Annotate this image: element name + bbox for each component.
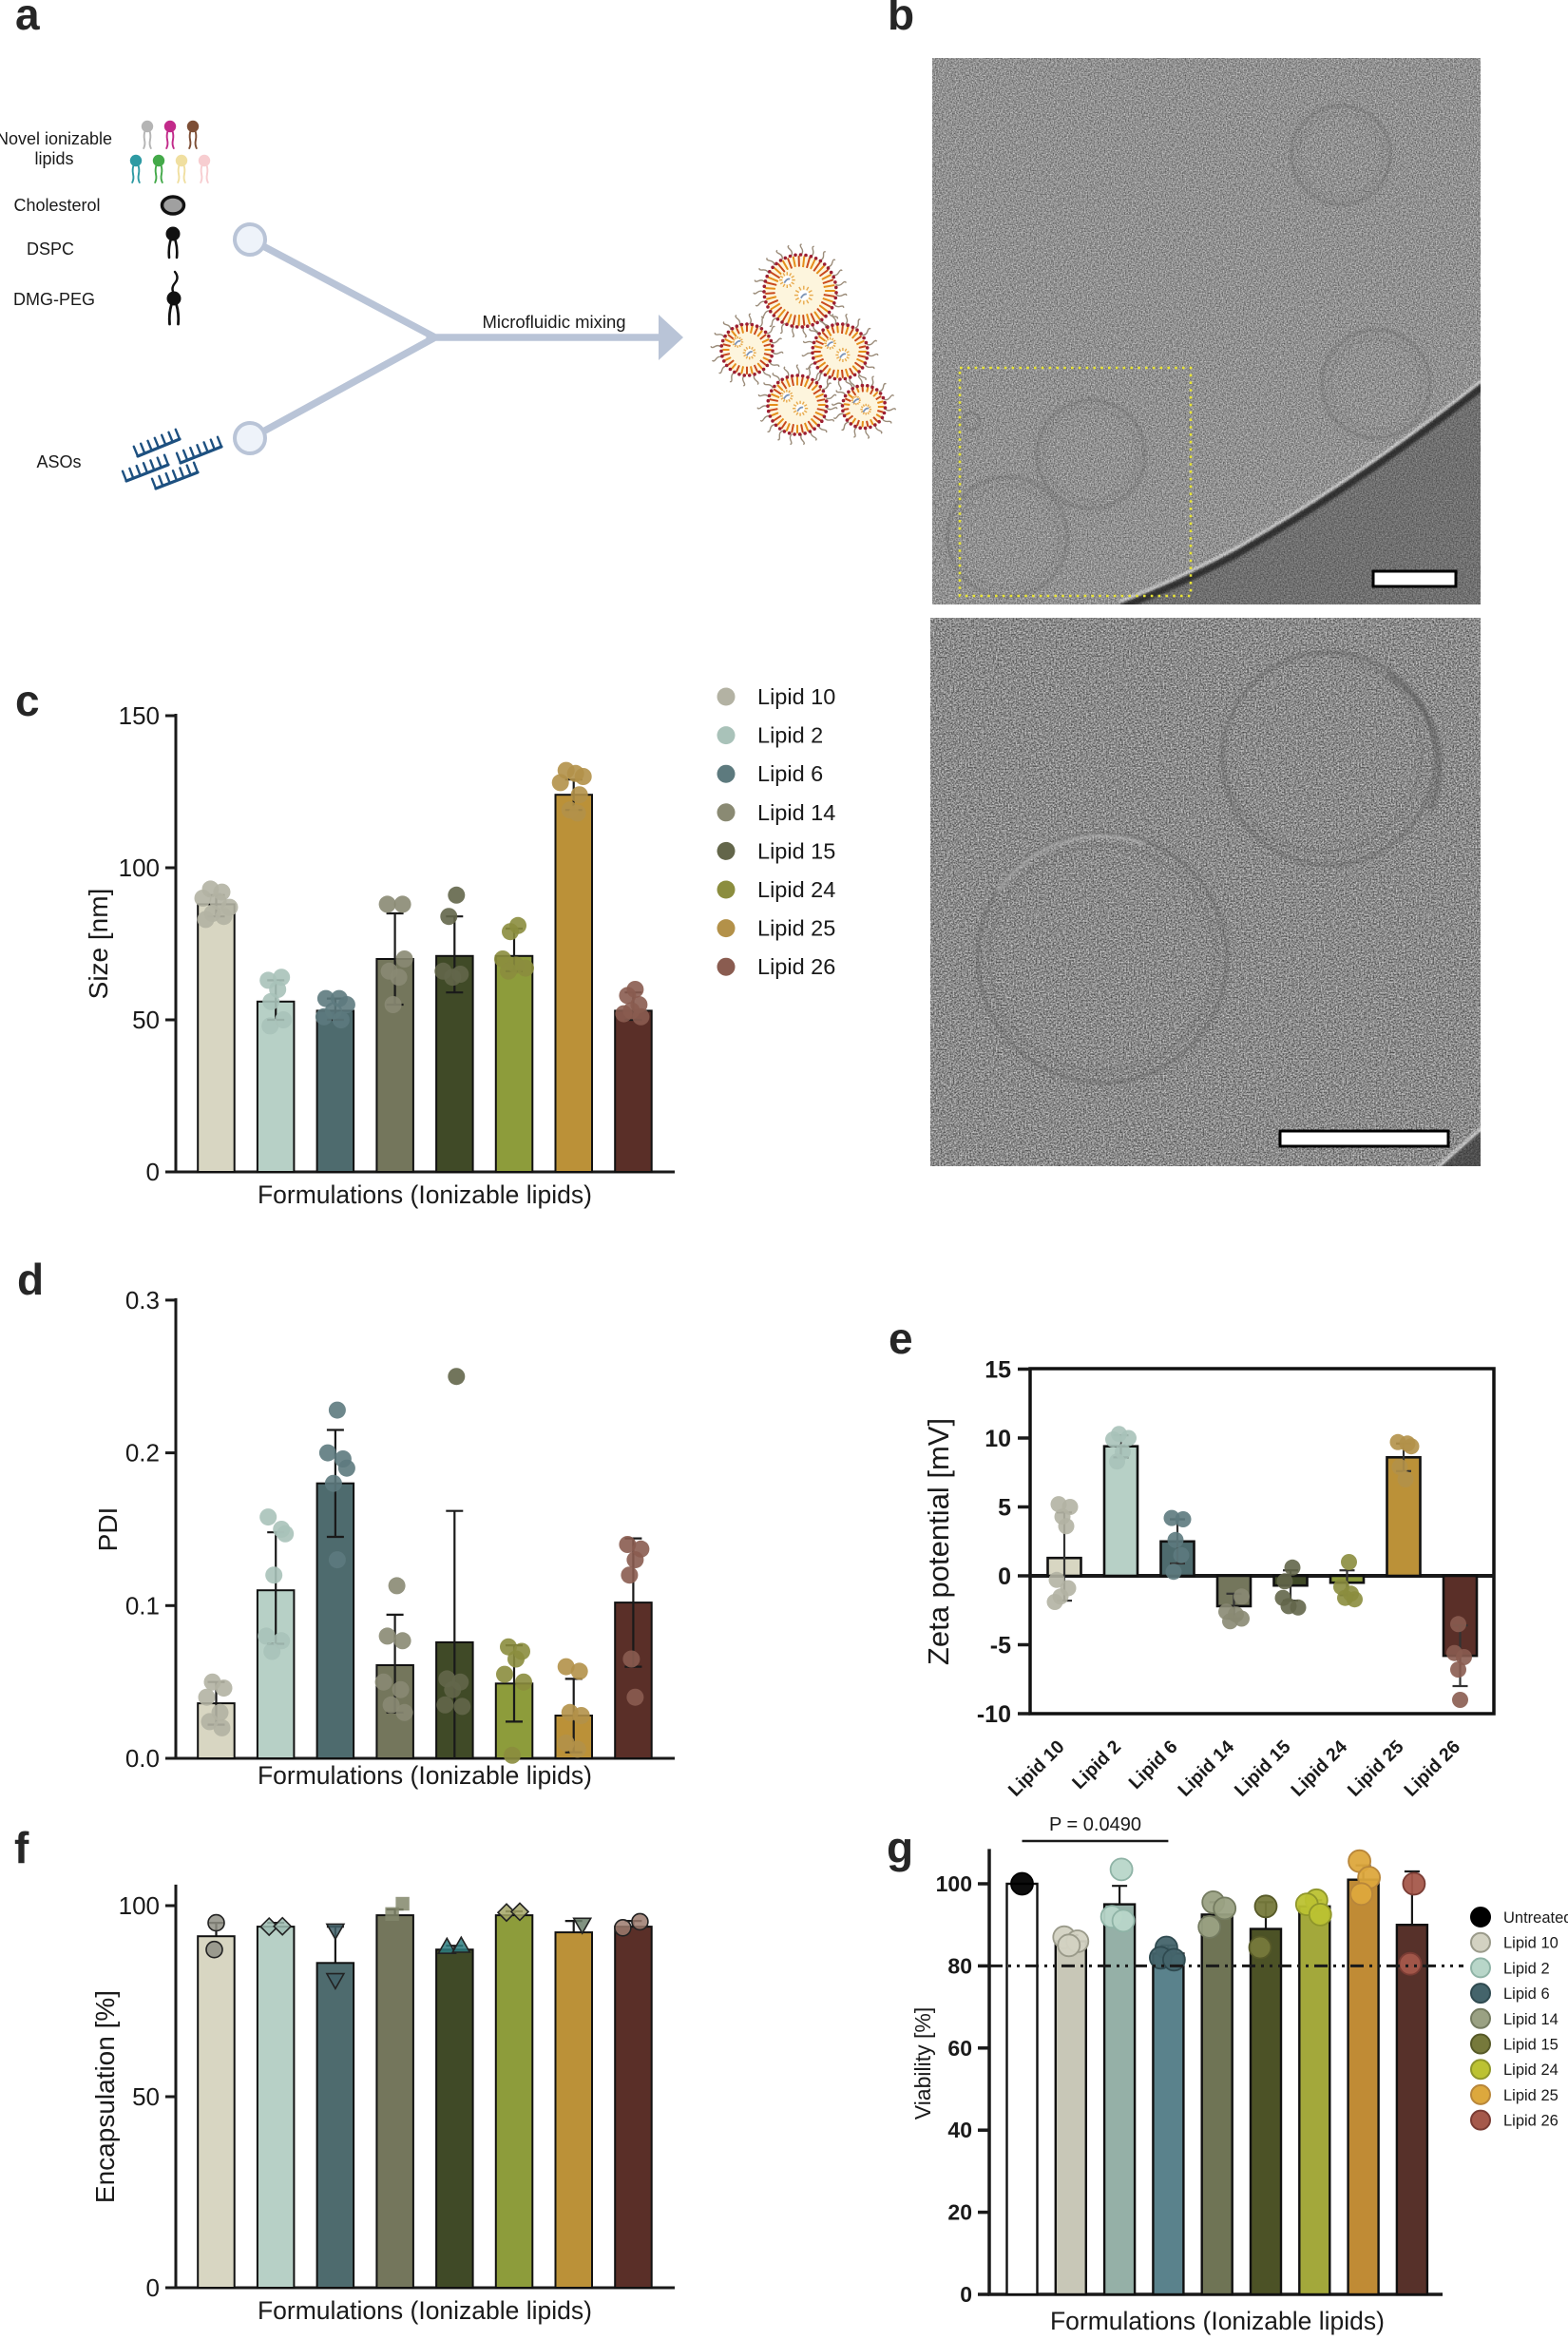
svg-text:PDI: PDI [93,1507,123,1552]
svg-text:Novel ionizable: Novel ionizable [0,129,112,148]
svg-text:b: b [888,0,914,39]
svg-text:0.3: 0.3 [125,1286,160,1314]
svg-text:80: 80 [947,1953,972,1978]
svg-text:Zeta potential [mV]: Zeta potential [mV] [922,1418,955,1665]
svg-text:100: 100 [119,1891,160,1920]
svg-text:5: 5 [998,1495,1011,1522]
svg-text:15: 15 [985,1357,1011,1384]
svg-text:Lipid 25: Lipid 25 [757,916,835,941]
svg-text:Formulations (Ionizable lipids: Formulations (Ionizable lipids) [258,1180,592,1209]
svg-text:Viability [%]: Viability [%] [910,2007,935,2119]
svg-text:Lipid 2: Lipid 2 [757,723,823,748]
svg-text:0.2: 0.2 [125,1439,160,1467]
svg-text:50: 50 [132,2082,160,2111]
svg-text:c: c [15,676,40,725]
svg-text:0.0: 0.0 [125,1744,160,1773]
svg-text:0: 0 [960,2282,972,2307]
svg-text:0: 0 [146,1158,160,1186]
svg-text:Lipid 26: Lipid 26 [1503,2113,1558,2130]
svg-text:Lipid 6: Lipid 6 [757,761,823,786]
svg-text:P = 0.0490: P = 0.0490 [1049,1814,1141,1835]
svg-text:f: f [14,1823,29,1872]
svg-text:-5: -5 [990,1633,1011,1659]
svg-text:10: 10 [985,1426,1011,1452]
svg-text:Lipid 24: Lipid 24 [757,877,835,902]
svg-text:DSPC: DSPC [27,240,74,259]
svg-text:Lipid 2: Lipid 2 [1503,1960,1550,1977]
svg-text:40: 40 [947,2118,972,2142]
svg-text:Formulations (Ionizable lipids: Formulations (Ionizable lipids) [1050,2307,1385,2335]
svg-text:a: a [15,0,40,39]
svg-text:Lipid 15: Lipid 15 [1503,2037,1558,2054]
svg-text:ASOs: ASOs [36,452,81,471]
svg-text:Size [nm]: Size [nm] [84,889,113,1000]
svg-text:Lipid 24: Lipid 24 [1503,2062,1558,2079]
svg-text:d: d [17,1255,44,1304]
svg-text:Encapsulation [%]: Encapsulation [%] [90,1990,120,2203]
svg-text:0.1: 0.1 [125,1591,160,1620]
svg-text:20: 20 [947,2200,972,2225]
svg-text:DMG-PEG: DMG-PEG [13,290,95,309]
svg-text:0: 0 [146,2273,160,2302]
svg-text:0: 0 [998,1563,1011,1590]
svg-text:Untreated: Untreated [1503,1909,1568,1927]
svg-text:60: 60 [947,2036,972,2061]
svg-text:Cholesterol: Cholesterol [13,196,100,215]
svg-text:Lipid 25: Lipid 25 [1503,2087,1558,2104]
svg-text:lipids: lipids [34,149,73,168]
svg-text:Microfluidic mixing: Microfluidic mixing [482,312,625,332]
svg-text:Lipid 6: Lipid 6 [1503,1985,1550,2003]
svg-text:100: 100 [936,1871,972,1896]
svg-text:Lipid 14: Lipid 14 [1503,2011,1558,2028]
svg-text:Lipid 14: Lipid 14 [757,800,835,825]
svg-text:Lipid 15: Lipid 15 [757,838,835,863]
svg-text:50: 50 [132,1006,160,1034]
svg-text:e: e [889,1314,913,1363]
svg-text:Formulations (Ionizable lipids: Formulations (Ionizable lipids) [258,1761,592,1790]
svg-text:g: g [887,1823,913,1872]
svg-text:Lipid 26: Lipid 26 [757,954,835,979]
svg-text:Lipid 10: Lipid 10 [1503,1935,1558,1952]
svg-text:Formulations (Ionizable lipids: Formulations (Ionizable lipids) [258,2296,592,2325]
svg-text:-10: -10 [977,1701,1011,1728]
svg-text:150: 150 [119,701,160,730]
svg-text:100: 100 [119,854,160,882]
svg-text:Lipid 10: Lipid 10 [757,684,835,709]
